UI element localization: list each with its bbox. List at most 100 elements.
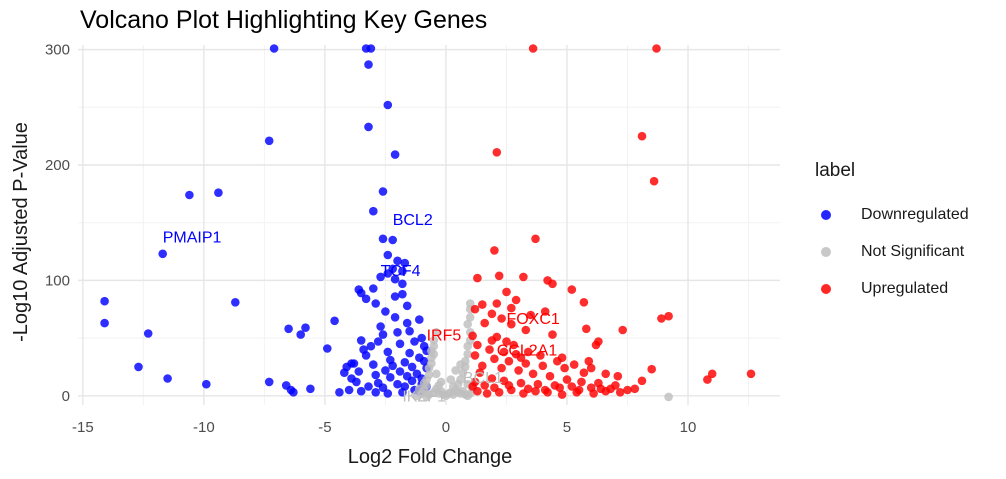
- point-downregulated: [371, 370, 381, 380]
- x-tick-label: 5: [563, 419, 571, 436]
- y-axis-ticks: 0 100 200 300: [45, 42, 70, 405]
- point-downregulated: [335, 388, 344, 397]
- point-upregulated: [497, 314, 506, 323]
- y-tick-label: 300: [45, 42, 70, 59]
- point-downregulated: [364, 60, 373, 69]
- point-downregulated: [158, 249, 167, 259]
- point-upregulated: [521, 325, 531, 335]
- point-upregulated: [470, 304, 480, 314]
- point-upregulated: [652, 44, 661, 53]
- major-gridlines: [78, 45, 780, 405]
- point-downregulated: [390, 292, 400, 301]
- point-not-significant: [436, 377, 446, 387]
- point-upregulated: [637, 376, 647, 386]
- point-upregulated: [487, 336, 497, 345]
- point-downregulated: [301, 323, 310, 333]
- point-upregulated: [473, 386, 482, 396]
- point-downregulated: [419, 356, 429, 366]
- point-upregulated: [611, 381, 620, 390]
- point-not-significant: [429, 336, 439, 345]
- legend-label-upregulated: Upregulated: [861, 279, 949, 297]
- annotation-ikzf1: IKZF1: [402, 389, 446, 406]
- point-downregulated: [134, 362, 143, 372]
- point-downregulated: [417, 333, 427, 343]
- point-upregulated: [490, 383, 499, 393]
- point-upregulated: [601, 369, 610, 379]
- point-upregulated: [468, 331, 477, 341]
- point-upregulated: [540, 385, 550, 395]
- point-upregulated: [584, 356, 594, 366]
- point-downregulated: [354, 285, 364, 294]
- point-upregulated: [473, 340, 482, 350]
- point-upregulated: [746, 369, 756, 379]
- point-downregulated: [366, 341, 376, 351]
- point-upregulated: [490, 246, 499, 255]
- point-downregulated: [383, 100, 393, 110]
- legend-item-upregulated: Upregulated: [815, 270, 1000, 307]
- point-downregulated: [402, 301, 412, 311]
- point-not-significant: [432, 328, 441, 337]
- point-upregulated: [577, 377, 586, 387]
- x-tick-label: -10: [193, 419, 215, 436]
- point-upregulated: [480, 381, 490, 390]
- point-downregulated: [373, 378, 383, 388]
- point-downregulated: [371, 299, 381, 308]
- point-upregulated: [569, 360, 579, 369]
- point-not-significant: [415, 384, 424, 394]
- point-upregulated: [560, 363, 569, 373]
- point-upregulated: [485, 345, 494, 354]
- point-downregulated: [376, 272, 385, 282]
- point-upregulated: [528, 369, 538, 379]
- point-not-significant: [419, 378, 429, 388]
- point-downregulated: [383, 389, 393, 398]
- point-upregulated: [514, 366, 523, 375]
- point-upregulated: [548, 279, 557, 289]
- point-downregulated: [356, 386, 366, 396]
- point-upregulated: [523, 384, 533, 394]
- point-downregulated: [354, 367, 364, 376]
- point-downregulated: [373, 337, 383, 346]
- point-not-significant: [456, 375, 465, 384]
- point-upregulated: [492, 299, 502, 308]
- legend-item-not-significant: Not Significant: [815, 233, 1000, 270]
- point-downregulated: [410, 337, 419, 346]
- point-upregulated: [615, 388, 625, 397]
- gene-annotations: PMAIP1 BCL2 TCF4 IKZF1 BCL1 IRF5 FOXC1 CCL2A1: [163, 212, 560, 406]
- point-upregulated: [574, 385, 584, 395]
- point-upregulated: [494, 271, 504, 281]
- point-downregulated: [371, 388, 381, 397]
- point-downregulated: [364, 122, 373, 132]
- point-upregulated: [475, 368, 485, 378]
- point-upregulated: [540, 307, 550, 316]
- point-downregulated: [383, 250, 393, 260]
- point-downregulated: [231, 298, 240, 307]
- point-downregulated: [364, 382, 373, 391]
- point-upregulated: [548, 330, 557, 339]
- point-downregulated: [296, 330, 306, 339]
- point-upregulated: [478, 300, 487, 309]
- legend-label-downregulated: Downregulated: [861, 205, 969, 223]
- point-downregulated: [386, 373, 395, 382]
- y-tick-label: 200: [45, 157, 70, 174]
- point-downregulated: [415, 315, 424, 324]
- legend-key-upregulated: [815, 278, 837, 300]
- point-not-significant: [463, 319, 473, 329]
- point-downregulated: [361, 294, 371, 304]
- point-downregulated: [398, 279, 407, 289]
- point-upregulated: [504, 381, 514, 390]
- point-downregulated: [344, 385, 354, 395]
- point-upregulated: [618, 325, 627, 335]
- annotation-tcf4: TCF4: [381, 263, 421, 280]
- point-downregulated: [395, 367, 405, 376]
- legend-label-not-significant: Not Significant: [861, 242, 965, 260]
- point-upregulated: [516, 353, 526, 363]
- point-upregulated: [562, 375, 572, 384]
- x-axis-ticks: -15 -10 -5 0 5 10: [72, 419, 696, 436]
- annotation-bcl2: BCL2: [393, 212, 433, 229]
- legend-key-not-significant: [815, 241, 837, 263]
- point-upregulated: [553, 356, 562, 366]
- point-downregulated: [405, 326, 414, 336]
- point-upregulated: [499, 347, 509, 357]
- point-upregulated: [623, 385, 632, 395]
